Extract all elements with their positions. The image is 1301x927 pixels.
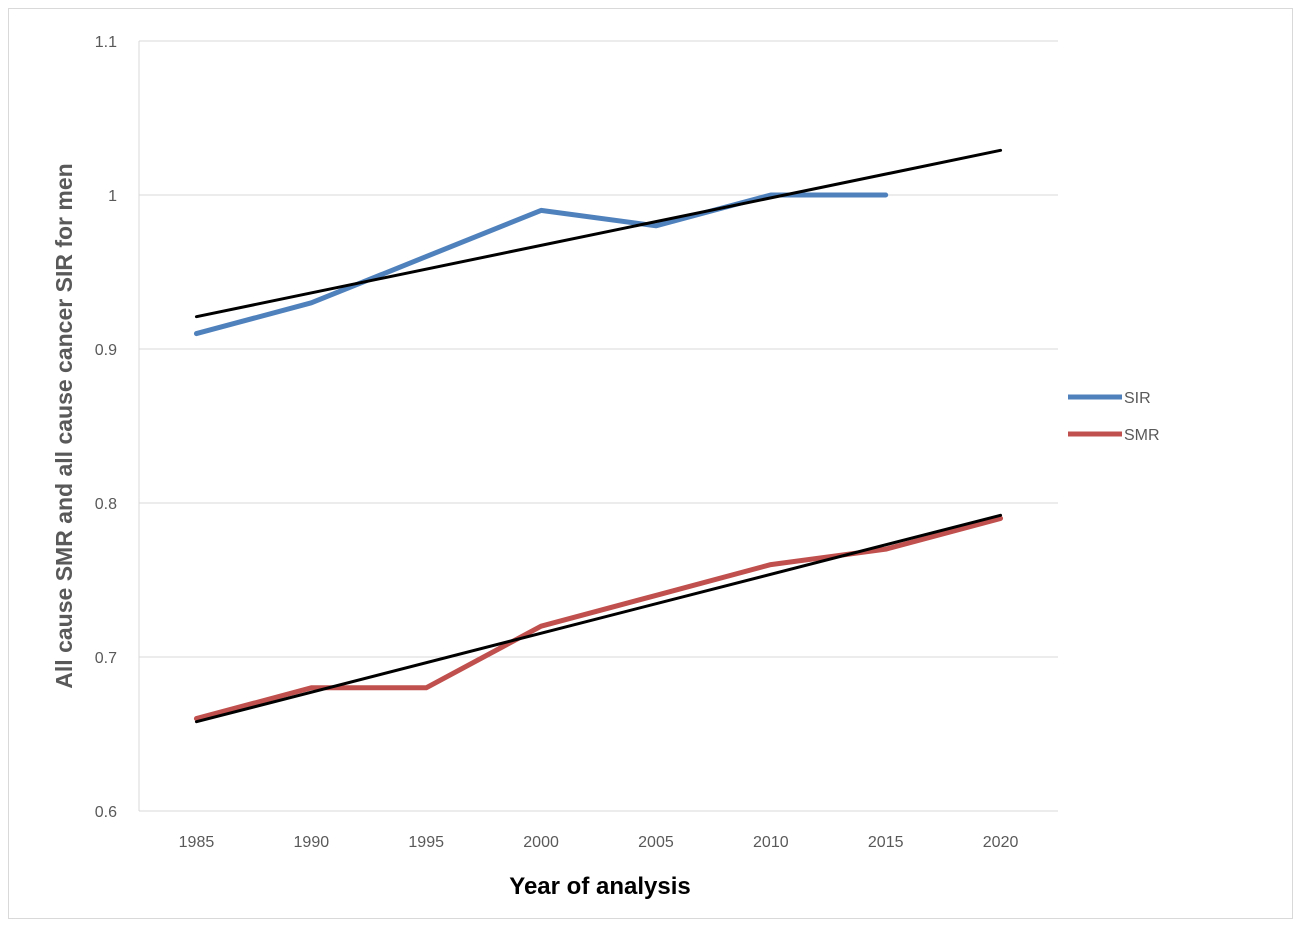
trendline-smr	[194, 513, 1003, 724]
series-lines	[193, 192, 1004, 722]
gridlines	[138, 40, 1058, 812]
legend-label-smr: SMR	[1124, 427, 1160, 444]
x-tick-label: 2010	[753, 834, 789, 851]
y-tick-labels: 0.6 0.7 0.8 0.9 1 1.1	[95, 34, 117, 821]
y-tick-label: 0.6	[95, 804, 117, 821]
chart-frame	[8, 8, 1293, 919]
x-axis-title: Year of analysis	[509, 873, 690, 900]
x-tick-label: 2005	[638, 834, 674, 851]
y-axis-title: All cause SMR and all cause cancer SIR f…	[51, 163, 77, 688]
x-tick-label: 1995	[408, 834, 444, 851]
x-tick-label: 2000	[523, 834, 559, 851]
x-tick-label: 2015	[868, 834, 904, 851]
x-tick-labels: 1985 1990 1995 2000 2005 2010 2015 2020	[179, 834, 1019, 851]
trendlines	[194, 148, 1003, 724]
trendline-sir	[194, 148, 1003, 319]
y-tick-label: 0.7	[95, 650, 117, 667]
legend: SIR SMR	[1068, 390, 1160, 444]
series-line-sir	[193, 192, 889, 337]
legend-label-sir: SIR	[1124, 390, 1151, 407]
y-tick-label: 1	[108, 188, 117, 205]
x-tick-label: 2020	[983, 834, 1019, 851]
y-tick-label: 1.1	[95, 34, 117, 51]
y-tick-label: 0.8	[95, 496, 117, 513]
y-tick-label: 0.9	[95, 342, 117, 359]
x-tick-label: 1985	[179, 834, 215, 851]
x-tick-label: 1990	[294, 834, 330, 851]
